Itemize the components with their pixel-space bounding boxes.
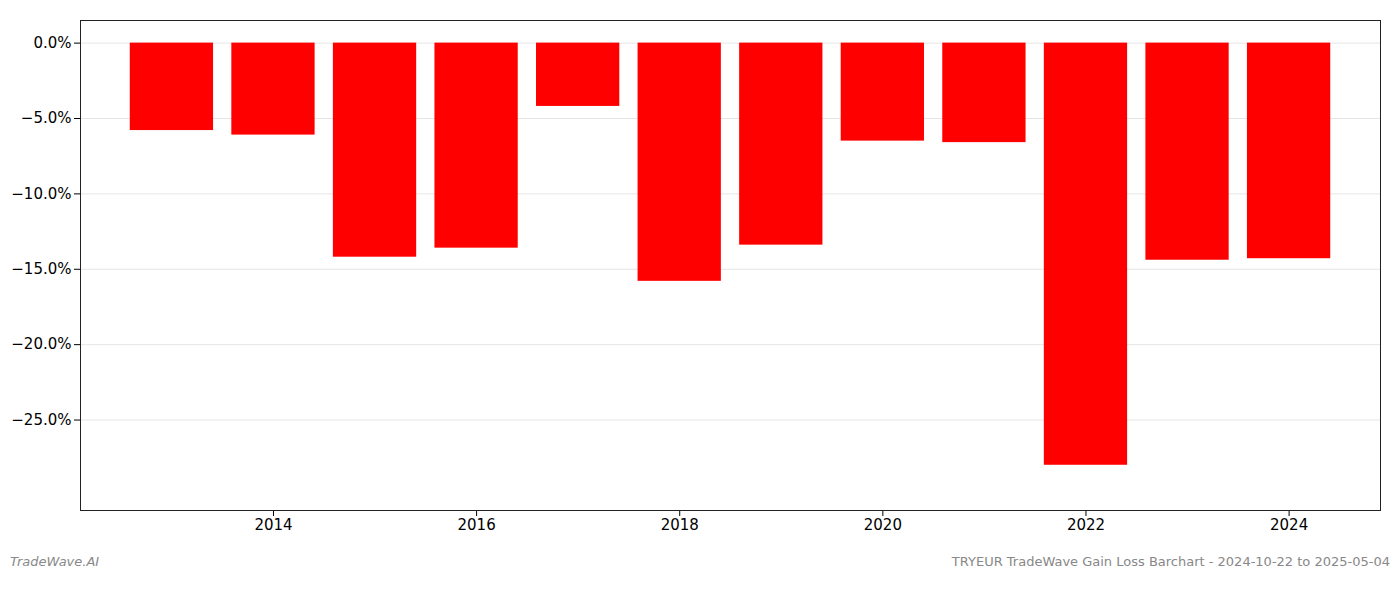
svg-text:2016: 2016 [458, 516, 496, 534]
svg-text:2018: 2018 [661, 516, 699, 534]
svg-text:2022: 2022 [1067, 516, 1105, 534]
html-text:TradeWave.AI: TradeWave.AI [10, 554, 100, 569]
html-text:TRYEUR TradeWave Gain Loss Bar: TRYEUR TradeWave Gain Loss Barchart - 20… [951, 554, 1390, 569]
svg-text:2020: 2020 [864, 516, 902, 534]
svg-text:−25.0%: −25.0% [11, 411, 71, 429]
svg-text:0.0%: 0.0% [33, 34, 71, 52]
svg-text:−5.0%: −5.0% [21, 109, 72, 127]
svg-text:−10.0%: −10.0% [11, 185, 71, 203]
svg-text:−15.0%: −15.0% [11, 260, 71, 278]
svg-text:−20.0%: −20.0% [11, 335, 71, 353]
svg-text:2024: 2024 [1270, 516, 1308, 534]
svg-text:2014: 2014 [254, 516, 292, 534]
